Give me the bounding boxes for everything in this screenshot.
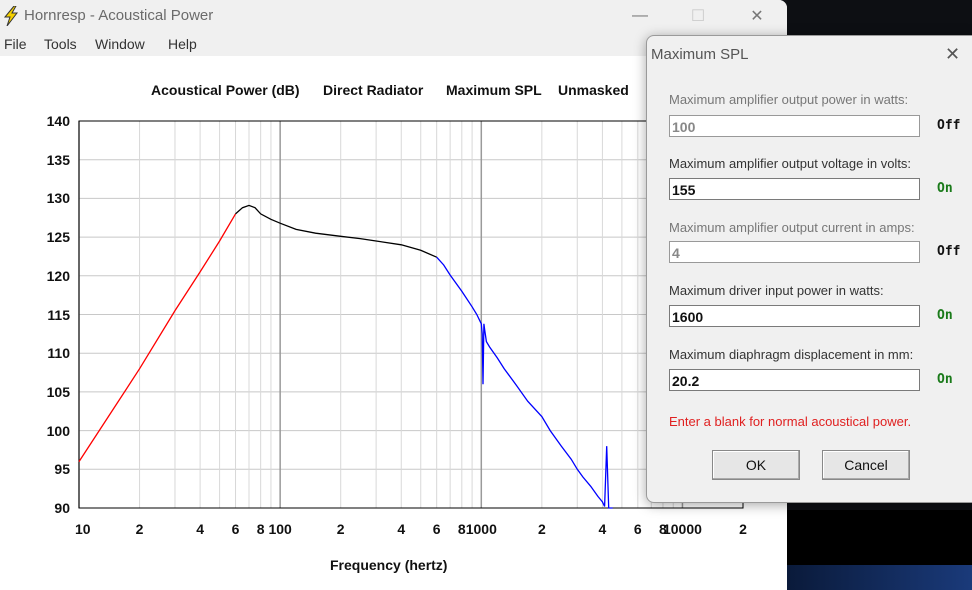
y-tick-label: 120 [46, 267, 70, 284]
amp-current-label: Maximum amplifier output current in amps… [669, 220, 915, 235]
x-tick-label: 6 [231, 521, 240, 537]
x-tick-label: 1000 [465, 521, 497, 537]
desktop-wallpaper [787, 565, 972, 590]
x-tick-label: 2 [135, 521, 144, 537]
y-tick-label: 140 [46, 113, 70, 129]
y-tick-label: 115 [47, 306, 70, 323]
maximize-button[interactable]: ☐ [690, 8, 706, 25]
y-tick-label: 130 [46, 190, 70, 207]
series-line-1 [235, 204, 437, 258]
x-tick-label: 2 [739, 521, 747, 537]
y-tick-label: 110 [47, 345, 70, 362]
x-tick-label: 10000 [662, 521, 702, 537]
ok-button[interactable]: OK [712, 450, 800, 480]
y-tick-label: 95 [54, 461, 70, 478]
cancel-button[interactable]: Cancel [822, 450, 910, 480]
x-tick-label: 4 [397, 521, 406, 537]
window-title: Hornresp - Acoustical Power [24, 7, 214, 24]
dialog-title: Maximum SPL [651, 46, 749, 63]
displacement-status[interactable]: On [937, 372, 953, 387]
chart-title-mode: Direct Radiator [323, 82, 424, 98]
y-tick-label: 90 [54, 500, 70, 516]
chart-title-mask: Unmasked [558, 82, 629, 98]
y-tick-label: 100 [46, 422, 70, 439]
y-tick-label: 125 [46, 229, 70, 246]
lightning-icon [3, 6, 19, 26]
x-tick-label: 2 [336, 521, 345, 537]
x-axis-label: Frequency (hertz) [330, 557, 448, 573]
displacement-field[interactable]: 20.2 [669, 369, 920, 391]
amp-power-field[interactable]: 100 [669, 115, 920, 137]
x-tick-label: 100 [268, 521, 292, 537]
menu-help[interactable]: Help [168, 36, 197, 52]
dialog-close-button[interactable]: ✕ [945, 44, 961, 64]
series-line-2 [436, 256, 613, 509]
x-tick-label: 6 [432, 521, 441, 537]
maximum-spl-dialog: Maximum SPL ✕ Maximum amplifier output p… [646, 35, 972, 503]
y-tick-label: 105 [46, 383, 70, 400]
driver-power-label: Maximum driver input power in watts: [669, 283, 884, 298]
driver-power-status[interactable]: On [937, 308, 953, 323]
x-tick-label: 8 [457, 521, 466, 537]
x-tick-label: 4 [196, 521, 204, 537]
title-bar[interactable]: Hornresp - Acoustical Power — ☐ ✕ [0, 0, 787, 32]
x-tick-label: 6 [633, 521, 642, 537]
x-tick-label: 2 [537, 521, 546, 537]
desktop-panel [787, 510, 972, 565]
chart-title-spl: Maximum SPL [446, 82, 542, 98]
amp-power-status[interactable]: Off [937, 118, 961, 133]
amp-voltage-field[interactable]: 155 [669, 178, 920, 200]
amp-voltage-status[interactable]: On [937, 181, 953, 196]
menu-bar: File Tools Window Help [0, 32, 787, 56]
amp-current-field[interactable]: 4 [669, 241, 920, 263]
series-line-0 [78, 213, 237, 462]
menu-window[interactable]: Window [95, 36, 145, 52]
y-tick-label: 135 [46, 151, 70, 168]
amp-voltage-label: Maximum amplifier output voltage in volt… [669, 156, 912, 171]
menu-file[interactable]: File [4, 36, 27, 52]
amp-current-status[interactable]: Off [937, 244, 961, 259]
close-button[interactable]: ✕ [750, 8, 764, 25]
chart-grid [78, 120, 744, 509]
chart-series [78, 204, 613, 509]
driver-power-field[interactable]: 1600 [669, 305, 920, 327]
hint-text: Enter a blank for normal acoustical powe… [669, 414, 912, 429]
amp-power-label: Maximum amplifier output power in watts: [669, 92, 909, 107]
displacement-label: Maximum diaphragm displacement in mm: [669, 347, 914, 362]
x-tick-label: 4 [598, 521, 607, 537]
x-tick-label: 8 [659, 521, 667, 537]
x-tick-label: 8 [256, 521, 265, 537]
menu-tools[interactable]: Tools [44, 36, 77, 52]
chart-title-quantity: Acoustical Power (dB) [151, 82, 300, 98]
x-tick-label: 10 [75, 521, 91, 537]
minimize-button[interactable]: — [632, 7, 648, 24]
